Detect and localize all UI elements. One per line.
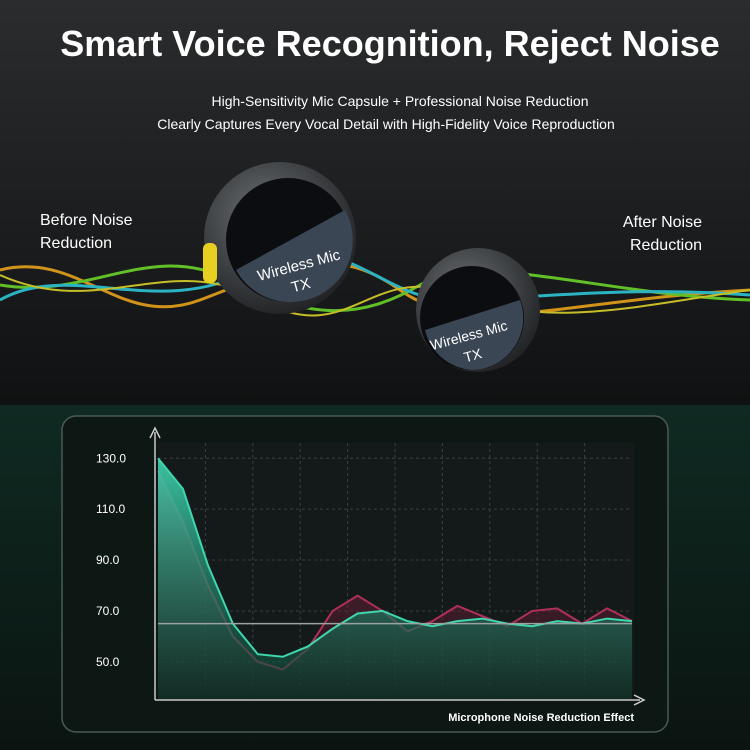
chart: 50.0 70.0 90.0 110.0 130.0	[96, 443, 633, 700]
top-background	[0, 0, 750, 405]
x-axis-arrow	[633, 694, 646, 706]
title: Smart Voice Recognition, Reject Noise	[60, 23, 720, 64]
y-axis-arrow	[149, 426, 161, 439]
subtitle: High-Sensitivity Mic Capsule + Professio…	[211, 93, 588, 109]
after-label: Reduction	[630, 237, 702, 254]
area-fill	[158, 458, 632, 700]
device-model: TX	[289, 275, 312, 296]
y-tick-label: 70.0	[96, 604, 120, 618]
device-model: TX	[462, 345, 484, 365]
before-label: Reduction	[40, 235, 112, 252]
mic-device: Wireless Mic TX	[416, 248, 540, 372]
before-label: Before Noise	[40, 212, 133, 229]
x-axis-label: Microphone Noise Reduction Effect	[448, 712, 634, 724]
mic-device: Wireless Mic TX	[203, 162, 356, 314]
y-tick-label: 90.0	[96, 553, 120, 567]
y-tick-label: 110.0	[96, 502, 125, 516]
area-line	[157, 457, 633, 658]
y-tick-label: 50.0	[96, 655, 120, 669]
y-tick-label: 130.0	[96, 451, 126, 465]
after-label: After Noise	[623, 214, 702, 231]
subtitle: Clearly Captures Every Vocal Detail with…	[157, 116, 615, 132]
